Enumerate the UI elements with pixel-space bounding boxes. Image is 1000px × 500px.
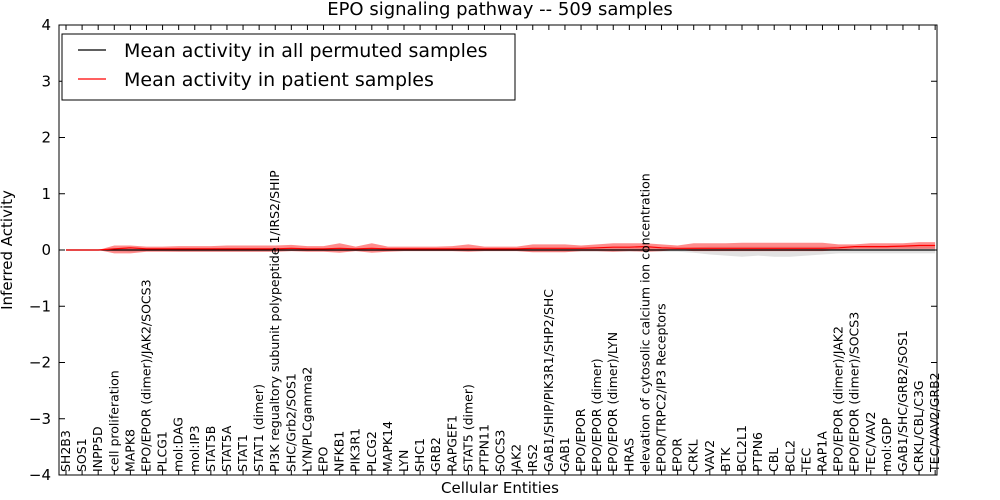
x-tick-label: PTPN11 — [477, 424, 492, 472]
y-axis-label: Inferred Activity — [0, 190, 16, 310]
x-tick-label: mol:GDP — [879, 417, 894, 472]
x-tick-label: CRKL — [686, 439, 701, 472]
x-tick-label: RAP1A — [815, 431, 830, 472]
x-tick-label: SH2B3 — [58, 430, 73, 472]
x-tick-label: JAK2 — [509, 444, 524, 473]
x-tick-label: MAPK8 — [122, 429, 137, 472]
y-tick-label: −2 — [29, 354, 51, 372]
x-tick-label: PI3K regualtory subunit polypeptide 1/IR… — [267, 170, 282, 472]
x-tick-label: RAPGEF1 — [444, 415, 459, 472]
x-tick-label: STAT5A — [219, 425, 234, 472]
x-tick-label: SOS1 — [74, 438, 89, 472]
x-tick-label: PTPN6 — [750, 432, 765, 472]
y-tick-label: 3 — [41, 72, 51, 90]
x-tick-label: EPO/EPOR — [573, 408, 588, 472]
plot-area: −4 −3 −2 −1 0 1 2 3 4 SH2B3 SOS1 INPP5D cell prolife… — [29, 16, 942, 484]
x-tick-label: LYN/PLCgamma2 — [299, 367, 314, 472]
x-tick-label: EPO/EPOR (dimer)/SOCS3 — [847, 312, 862, 472]
x-tick-label: GAB1/SHC/GRB2/SOS1 — [895, 330, 910, 472]
x-tick-label: TEC/VAV2/GRB2 — [927, 372, 942, 473]
legend: Mean activity in all permuted samples Me… — [61, 33, 516, 101]
y-tick-label: −1 — [29, 297, 51, 315]
x-tick-label: PIK3R1 — [348, 428, 363, 472]
x-tick-label: SHC1 — [412, 438, 427, 472]
legend-label-permuted: Mean activity in all permuted samples — [124, 40, 487, 62]
legend-frame — [61, 33, 516, 101]
y-tick-label: 0 — [41, 241, 51, 259]
x-tick-label: PLCG1 — [155, 431, 170, 472]
x-tick-label: NFKB1 — [332, 431, 347, 472]
x-tick-label: mol:DAG — [171, 417, 186, 472]
x-tick-label: BTK — [718, 447, 733, 472]
x-tick-label: MAPK14 — [380, 421, 395, 472]
x-tick-label: GRB2 — [428, 437, 443, 472]
x-tick-label: EPO — [316, 447, 331, 472]
x-tick-label: TEC — [798, 447, 813, 473]
x-tick-label: CRKL/CBL/C3G — [911, 380, 926, 472]
y-tick-label: 2 — [41, 129, 51, 147]
x-tick-label: PLCG2 — [364, 431, 379, 472]
x-tick-label: EPO/EPOR (dimer)/JAK2/SOCS3 — [139, 279, 154, 472]
x-tick-label: STAT1 (dimer) — [251, 384, 266, 472]
series-line-1 — [66, 244, 936, 251]
y-tick-label: 4 — [41, 16, 51, 34]
chart-title: EPO signaling pathway -- 509 samples — [327, 0, 673, 20]
x-tick-label: EPOR — [670, 438, 685, 472]
y-tick-label: 1 — [41, 185, 51, 203]
x-tick-label: EPO/EPOR (dimer)/LYN — [605, 332, 620, 472]
x-tick-label: SHC/Grb2/SOS1 — [283, 373, 298, 472]
x-tick-label: LYN — [396, 450, 411, 472]
x-tick-label: SOCS3 — [493, 430, 508, 472]
x-tick-label: STAT5B — [203, 426, 218, 472]
x-tick-label: cell proliferation — [106, 370, 121, 472]
x-tick-label: STAT1 — [235, 434, 250, 472]
x-tick-label: HRAS — [621, 438, 636, 472]
x-tick-label: BCL2L1 — [734, 425, 749, 472]
y-tick-label: −4 — [29, 466, 51, 484]
x-tick-label: mol:IP3 — [187, 425, 202, 472]
x-tick-label: GAB1 — [557, 437, 572, 472]
x-tick-label: elevation of cytosolic calcium ion conce… — [637, 173, 652, 472]
x-tick-label: GAB1/SHIP/PIK3R1/SHP2/SHC — [541, 289, 556, 472]
x-tick-label: IRS2 — [525, 444, 540, 472]
y-tick-label: −3 — [29, 410, 51, 428]
x-tick-label: STAT5 (dimer) — [460, 384, 475, 472]
legend-label-patient: Mean activity in patient samples — [124, 69, 434, 91]
x-axis-label: Cellular Entities — [441, 479, 559, 497]
x-tick-label: CBL — [766, 448, 781, 472]
x-tick-label: EPO/EPOR (dimer)/JAK2 — [831, 326, 846, 472]
x-tick-label: EPOR/TRPC2/IP3 Receptors — [654, 303, 669, 472]
x-tick-label: VAV2 — [702, 440, 717, 472]
x-tick-label: TEC/VAV2 — [863, 412, 878, 473]
x-tick-label: INPP5D — [90, 426, 105, 472]
x-tick-label: EPO/EPOR (dimer) — [589, 358, 604, 472]
x-tick-label: BCL2 — [782, 440, 797, 472]
